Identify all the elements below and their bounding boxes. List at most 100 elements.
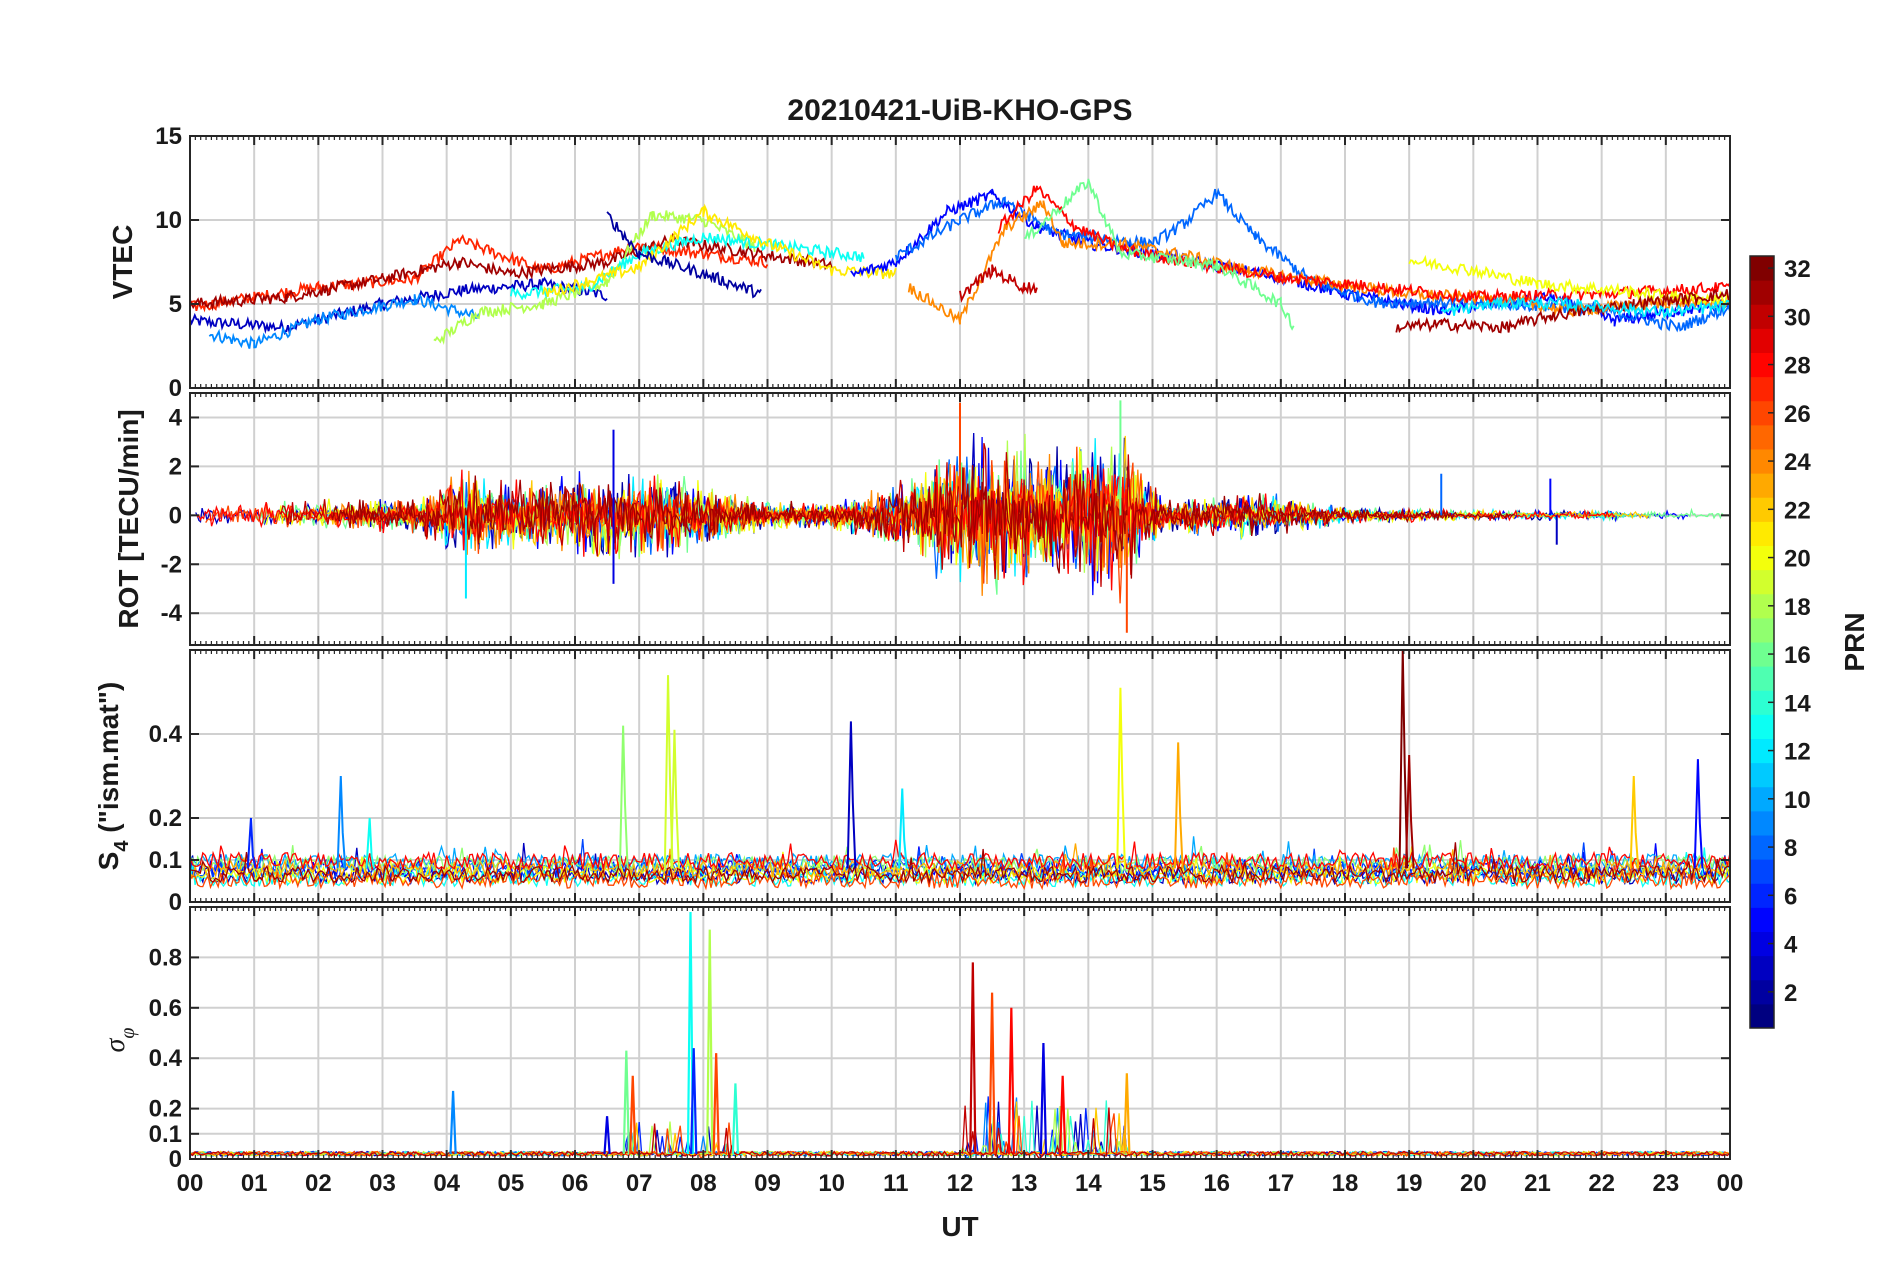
colorbar-cell (1750, 955, 1774, 981)
rot-axes-box (189, 392, 1731, 646)
s4-peak (1116, 687, 1126, 869)
x-tick-label: 01 (241, 1170, 268, 1197)
x-tick-label: 15 (1139, 1170, 1166, 1197)
s4-peak (618, 725, 629, 869)
vtec-ylabel: VTEC (107, 225, 138, 300)
s4-peak (365, 817, 376, 869)
colorbar-label: PRN (1839, 612, 1870, 671)
colorbar-cell (1750, 810, 1774, 836)
s4-peak (670, 729, 680, 869)
vtec-series-prn-27 (190, 234, 769, 313)
x-tick-label: 23 (1652, 1170, 1679, 1197)
x-tick-label: 18 (1332, 1170, 1359, 1197)
y-tick-label: 15 (155, 123, 182, 150)
sigma-phi-peak (969, 962, 977, 1154)
x-tick-label: 21 (1524, 1170, 1551, 1197)
sigma-phi-peak (622, 1050, 630, 1154)
sigma-phi-peak (603, 1116, 611, 1155)
x-tick-label: 22 (1588, 1170, 1615, 1197)
x-tick-label: 17 (1267, 1170, 1294, 1197)
sigma-phi-peak (1039, 1043, 1048, 1154)
x-axis-label: UT (941, 1211, 978, 1242)
colorbar-cell (1750, 521, 1774, 546)
colorbar-tick-label: 24 (1784, 449, 1811, 476)
x-tick-label: 08 (690, 1170, 717, 1197)
vtec-series-prn-2 (606, 211, 762, 299)
y-tick-label: 0 (169, 889, 182, 916)
colorbar-tick-label: 10 (1784, 787, 1811, 814)
s4-peak (1693, 759, 1704, 869)
rot-ylabel: ROT [TECU/min] (113, 409, 144, 628)
s4-peak (663, 675, 674, 869)
sigma-phi-peak (706, 929, 714, 1154)
colorbar-cell (1750, 762, 1774, 788)
y-tick-label: 0.1 (149, 847, 182, 874)
s4-peak (846, 721, 857, 869)
y-tick-label: 0.2 (149, 1096, 182, 1123)
figure-title: 20210421-UiB-KHO-GPS (787, 94, 1132, 127)
colorbar-cell (1750, 473, 1774, 498)
x-tick-label: 07 (626, 1170, 653, 1197)
rot-series-prn-31 (331, 465, 1516, 579)
colorbar-tick-label: 22 (1784, 497, 1811, 524)
sigma-phi-peak (629, 1075, 637, 1154)
sigma-phi-axes: 00.10.2 0.4 0.6 0.8 00 01 02 03 04 05 06 07 08 09 10 11… (149, 907, 1744, 1197)
colorbar-cell (1750, 617, 1774, 643)
colorbar-tick-label: 8 (1784, 835, 1797, 862)
x-tick-label: 10 (818, 1170, 845, 1197)
sigma-phi-peak (988, 992, 996, 1154)
x-tick-label: 20 (1460, 1170, 1487, 1197)
sigma-phi-peak (690, 1048, 698, 1154)
vtec-panel: 0 5 10 15 VTEC (107, 123, 1731, 402)
colorbar-cell (1750, 569, 1774, 595)
y-tick-label: 4 (169, 404, 183, 431)
x-tick-label: 02 (305, 1170, 332, 1197)
colorbar-tick-label: 18 (1784, 594, 1811, 621)
y-tick-label: 0 (169, 502, 182, 529)
x-tick-label: 06 (562, 1170, 589, 1197)
y-tick-label: 2 (169, 453, 182, 480)
colorbar-tick-label: 20 (1784, 546, 1811, 573)
y-tick-label: 0 (169, 1146, 182, 1173)
s4-peak (1173, 742, 1184, 869)
colorbar-tick-label: 28 (1784, 353, 1811, 380)
sigma-phi-peak (731, 1083, 740, 1154)
colorbar-tick-label: 2 (1784, 980, 1797, 1007)
colorbar-cell (1750, 666, 1774, 691)
y-tick-label: 0.2 (149, 805, 182, 832)
vtec-series-prn-30 (959, 264, 1038, 303)
colorbar-tick-label: 30 (1784, 304, 1811, 331)
colorbar-cell (1750, 376, 1774, 402)
sigma-phi-ylabel: σφ (100, 1028, 139, 1053)
y-tick-label: 0.8 (149, 944, 182, 971)
s4-series-prn-31 (190, 842, 1730, 885)
colorbar-tick-label: 16 (1784, 642, 1811, 669)
s4-peak (1404, 754, 1415, 869)
s4-peak (336, 775, 347, 869)
vtec-series-prn-3 (190, 276, 608, 336)
y-tick-label: 5 (169, 291, 182, 318)
x-tick-label: 12 (947, 1170, 974, 1197)
sigma-phi-axes-box (189, 906, 1731, 1160)
vtec-series-prn-24 (907, 200, 1730, 325)
s4-ylabel: S4 ("ism.mat") (93, 682, 133, 871)
x-tick-label: 04 (433, 1170, 460, 1197)
x-tick-label: 00 (1717, 1170, 1744, 1197)
sigma-phi-panel: 00.10.2 0.4 0.6 0.8 00 01 02 03 04 05 06 07 08 09 10 11… (100, 906, 1744, 1197)
x-tick-label: 19 (1396, 1170, 1423, 1197)
x-tick-label: 03 (369, 1170, 396, 1197)
s4-peak (898, 788, 908, 869)
vtec-axes-box (189, 135, 1731, 389)
y-tick-label: 10 (155, 207, 182, 234)
s4-axes-box (189, 649, 1731, 903)
sigma-phi-peak (712, 1053, 720, 1154)
colorbar-tick-label: 6 (1784, 883, 1797, 910)
y-tick-label: 0.4 (149, 1045, 183, 1072)
x-tick-label: 16 (1203, 1170, 1230, 1197)
y-tick-label: 0.6 (149, 995, 182, 1022)
colorbar-tick-label: 12 (1784, 739, 1811, 766)
colorbar-cell (1750, 714, 1774, 739)
colorbar-tick-label: 32 (1784, 256, 1811, 283)
